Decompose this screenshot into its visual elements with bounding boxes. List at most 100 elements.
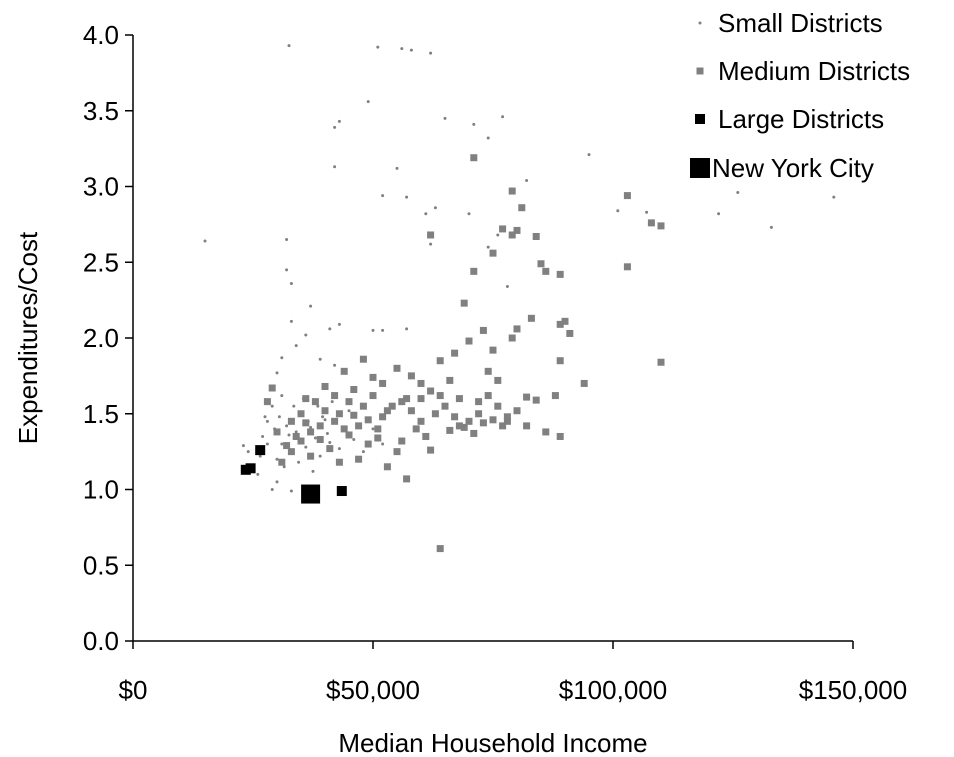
data-point — [657, 222, 665, 230]
data-point — [407, 407, 415, 415]
data-point — [503, 417, 511, 425]
data-point — [472, 122, 476, 126]
data-point — [280, 356, 284, 360]
data-point — [556, 357, 564, 365]
data-point — [429, 242, 433, 246]
data-point — [561, 317, 569, 325]
data-point — [451, 413, 459, 421]
x-tick-label: $50,000 — [326, 675, 420, 705]
data-point — [383, 463, 391, 471]
data-point — [409, 48, 413, 52]
data-point — [470, 154, 478, 162]
legend-label: Large Districts — [718, 104, 884, 134]
data-point — [371, 427, 375, 431]
x-tick-label: $150,000 — [799, 675, 907, 705]
data-point — [333, 125, 337, 129]
data-point — [556, 270, 564, 278]
data-point — [479, 326, 487, 334]
data-point — [337, 322, 341, 326]
data-point — [422, 432, 430, 440]
data-point — [355, 422, 363, 430]
data-point — [318, 357, 322, 361]
y-tick-label: 0.0 — [83, 626, 119, 656]
data-point — [292, 432, 300, 440]
legend-label: Medium Districts — [718, 56, 910, 86]
data-point — [287, 44, 291, 48]
data-point — [616, 209, 620, 213]
data-point — [326, 445, 334, 453]
data-point — [542, 267, 550, 275]
data-point — [455, 395, 463, 403]
data-point — [275, 457, 279, 461]
data-point — [532, 232, 540, 240]
data-point — [359, 355, 367, 363]
data-point — [556, 432, 564, 440]
data-point — [645, 210, 649, 214]
legend-item: Large Districts — [695, 104, 884, 134]
data-point — [309, 425, 313, 429]
data-point — [508, 334, 516, 342]
data-point — [484, 367, 492, 375]
data-point — [316, 404, 320, 408]
data-point — [398, 437, 406, 445]
data-point — [287, 433, 291, 437]
data-point — [417, 417, 425, 425]
data-point — [489, 416, 497, 424]
data-point — [323, 418, 327, 422]
data-point — [275, 480, 279, 484]
data-point — [307, 428, 315, 436]
data-point — [366, 100, 370, 104]
data-point — [278, 458, 286, 466]
data-point — [280, 442, 284, 446]
data-point — [256, 472, 260, 476]
data-point — [340, 367, 348, 375]
data-point — [283, 442, 291, 450]
data-point — [301, 484, 321, 504]
data-point — [494, 376, 502, 384]
series-small-districts — [203, 44, 836, 493]
data-point — [331, 417, 339, 425]
data-point — [268, 384, 276, 392]
data-point — [333, 165, 337, 169]
series-large-districts — [240, 445, 347, 497]
data-point — [311, 469, 315, 473]
x-tick-label: $0 — [119, 675, 148, 705]
data-point — [417, 379, 425, 387]
data-point — [369, 392, 377, 400]
data-point — [355, 455, 363, 463]
data-point — [403, 395, 411, 403]
data-point — [383, 407, 391, 415]
legend-label: Small Districts — [718, 8, 883, 38]
data-point — [403, 475, 411, 483]
data-point — [203, 239, 207, 243]
data-point — [395, 166, 399, 170]
data-point — [381, 194, 385, 198]
data-point — [460, 423, 468, 431]
y-tick-label: 1.0 — [83, 475, 119, 505]
data-point — [263, 415, 267, 419]
data-point — [657, 358, 665, 366]
data-point — [508, 231, 516, 239]
data-point — [333, 363, 337, 367]
data-point — [374, 434, 382, 442]
data-point — [265, 442, 269, 446]
data-point — [398, 398, 406, 406]
data-point — [304, 333, 308, 337]
data-point — [336, 486, 347, 497]
data-point — [287, 417, 295, 425]
data-point — [304, 445, 308, 449]
data-point — [311, 398, 319, 406]
data-point — [270, 404, 274, 408]
data-point — [470, 429, 478, 437]
data-point — [265, 419, 269, 423]
data-point — [381, 442, 385, 446]
data-point — [436, 357, 444, 365]
legend-marker — [696, 67, 704, 75]
data-point — [352, 438, 356, 442]
data-point — [316, 436, 324, 444]
data-point — [736, 191, 740, 195]
data-point — [479, 419, 487, 427]
data-point — [496, 233, 500, 237]
data-point — [337, 119, 341, 123]
x-axis-ticks: $0 $50,000 $100,000 $150,000 — [119, 641, 907, 705]
